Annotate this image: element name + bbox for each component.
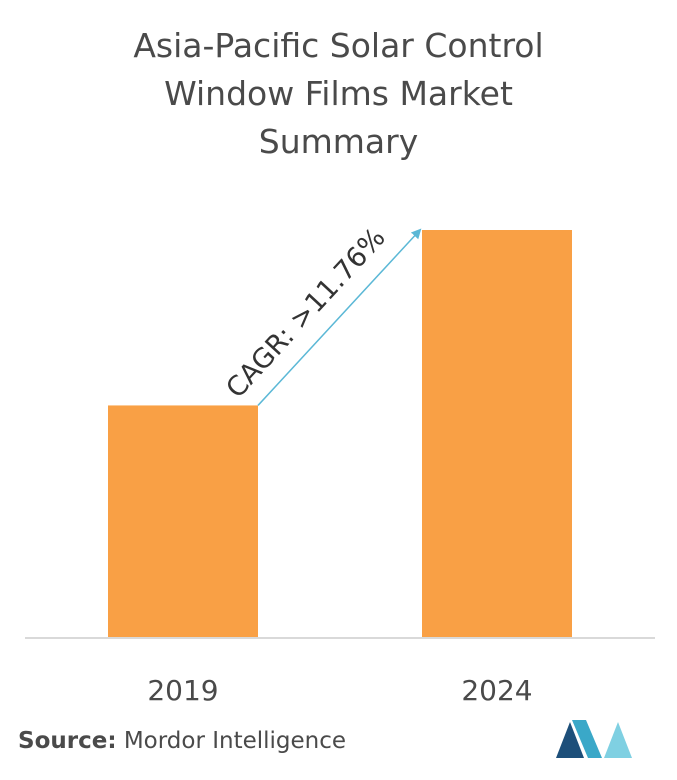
bar-chart: 2019 2024 CAGR: >11.76% — [25, 222, 655, 707]
mordor-intelligence-logo-icon — [556, 720, 632, 758]
chart-title-line-3: Summary — [258, 122, 419, 161]
cagr-arrow — [257, 228, 422, 406]
bars-group — [108, 230, 572, 638]
chart-title-line-1: Asia-Pacific Solar Control — [133, 26, 544, 65]
chart-title: Asia-Pacific Solar Control Window Films … — [0, 22, 677, 166]
x-tick-label-2019: 2019 — [147, 674, 218, 707]
x-tick-labels: 2019 2024 — [147, 674, 532, 707]
source-text: Mordor Intelligence — [123, 728, 347, 754]
cagr-annotation: CAGR: >11.76% — [220, 222, 391, 404]
source-note: Source: Mordor Intelligence — [18, 728, 346, 754]
bar-2019 — [108, 405, 258, 638]
bar-2024 — [422, 230, 572, 638]
x-tick-label-2024: 2024 — [461, 674, 532, 707]
source-label: Source: — [18, 728, 117, 754]
chart-title-line-2: Window Films Market — [164, 74, 513, 113]
